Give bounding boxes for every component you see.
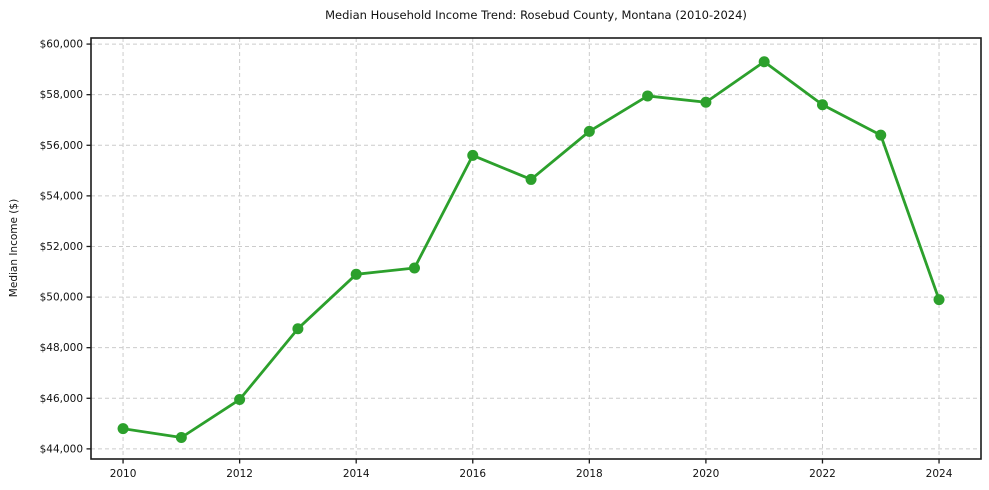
x-tick-label: 2016 <box>459 468 486 480</box>
data-point-marker <box>583 125 595 137</box>
y-tick-label: $54,000 <box>40 190 83 202</box>
data-point-marker <box>175 431 187 443</box>
data-point-marker <box>350 268 362 280</box>
y-tick-label: $48,000 <box>40 342 83 354</box>
x-tick-label: 2014 <box>343 468 370 480</box>
y-tick-label: $44,000 <box>40 443 83 455</box>
data-point-marker <box>816 99 828 111</box>
data-point-marker <box>933 294 945 306</box>
x-tick-label: 2010 <box>110 468 137 480</box>
data-point-marker <box>234 394 246 406</box>
y-tick-label: $46,000 <box>40 393 83 405</box>
plot-background <box>91 38 981 459</box>
data-point-marker <box>642 90 654 102</box>
y-tick-label: $50,000 <box>40 292 83 304</box>
data-point-marker <box>292 323 304 335</box>
data-point-marker <box>467 149 479 161</box>
data-point-marker <box>700 96 712 108</box>
x-tick-label: 2012 <box>226 468 253 480</box>
y-tick-label: $56,000 <box>40 140 83 152</box>
data-point-marker <box>117 423 129 435</box>
data-point-marker <box>875 129 887 141</box>
x-tick-label: 2024 <box>926 468 953 480</box>
x-tick-label: 2020 <box>693 468 720 480</box>
data-point-marker <box>758 56 770 68</box>
y-tick-label: $60,000 <box>40 39 83 51</box>
axes-border <box>90 37 982 460</box>
x-tick-label: 2018 <box>576 468 603 480</box>
x-tick-label: 2022 <box>809 468 836 480</box>
data-point-marker <box>525 173 537 185</box>
y-tick-label: $52,000 <box>40 241 83 253</box>
data-point-marker <box>408 262 420 274</box>
y-tick-label: $58,000 <box>40 89 83 101</box>
chart-title: Median Household Income Trend: Rosebud C… <box>325 8 747 22</box>
